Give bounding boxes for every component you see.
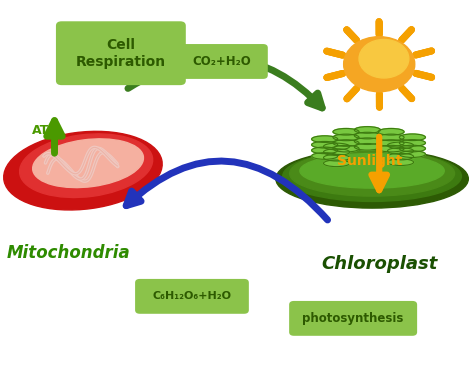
Ellipse shape <box>323 160 350 167</box>
Ellipse shape <box>354 143 380 150</box>
Text: CO₂+H₂O: CO₂+H₂O <box>192 55 251 68</box>
Ellipse shape <box>333 134 359 141</box>
Ellipse shape <box>33 139 144 188</box>
FancyBboxPatch shape <box>135 279 249 314</box>
Ellipse shape <box>300 153 444 188</box>
Ellipse shape <box>323 143 350 150</box>
FancyArrowPatch shape <box>126 161 328 220</box>
Ellipse shape <box>399 151 426 157</box>
Ellipse shape <box>378 134 404 141</box>
Ellipse shape <box>311 147 337 154</box>
Ellipse shape <box>283 151 462 201</box>
Ellipse shape <box>311 141 337 148</box>
Ellipse shape <box>387 159 413 166</box>
Ellipse shape <box>311 136 337 142</box>
Ellipse shape <box>378 128 404 135</box>
Text: Sunlight: Sunlight <box>337 155 402 168</box>
FancyBboxPatch shape <box>175 44 268 79</box>
Ellipse shape <box>19 134 153 197</box>
Ellipse shape <box>354 127 380 133</box>
FancyBboxPatch shape <box>56 21 186 85</box>
Text: Mitochondria: Mitochondria <box>7 244 131 262</box>
Text: Cell
Respiration: Cell Respiration <box>76 37 166 69</box>
Ellipse shape <box>387 148 413 154</box>
Ellipse shape <box>387 153 413 160</box>
Text: ATP: ATP <box>32 124 58 137</box>
Ellipse shape <box>323 149 350 155</box>
Ellipse shape <box>333 140 359 146</box>
Ellipse shape <box>276 150 468 208</box>
Ellipse shape <box>333 145 359 152</box>
Text: C₆H₁₂O₆+H₂O: C₆H₁₂O₆+H₂O <box>153 291 231 301</box>
Ellipse shape <box>354 138 380 145</box>
Ellipse shape <box>378 140 404 146</box>
Ellipse shape <box>399 134 426 141</box>
Ellipse shape <box>399 145 426 152</box>
FancyBboxPatch shape <box>289 301 417 336</box>
Circle shape <box>344 37 415 92</box>
Text: Chloroplast: Chloroplast <box>321 255 438 273</box>
Ellipse shape <box>323 155 350 161</box>
Text: photosynthesis: photosynthesis <box>302 312 404 325</box>
Ellipse shape <box>333 128 359 135</box>
Ellipse shape <box>399 139 426 146</box>
Ellipse shape <box>378 145 404 152</box>
Ellipse shape <box>290 151 455 196</box>
FancyArrowPatch shape <box>128 58 322 108</box>
Ellipse shape <box>311 153 337 159</box>
Circle shape <box>359 40 409 78</box>
Ellipse shape <box>4 131 162 210</box>
Ellipse shape <box>354 132 380 139</box>
Ellipse shape <box>387 142 413 149</box>
